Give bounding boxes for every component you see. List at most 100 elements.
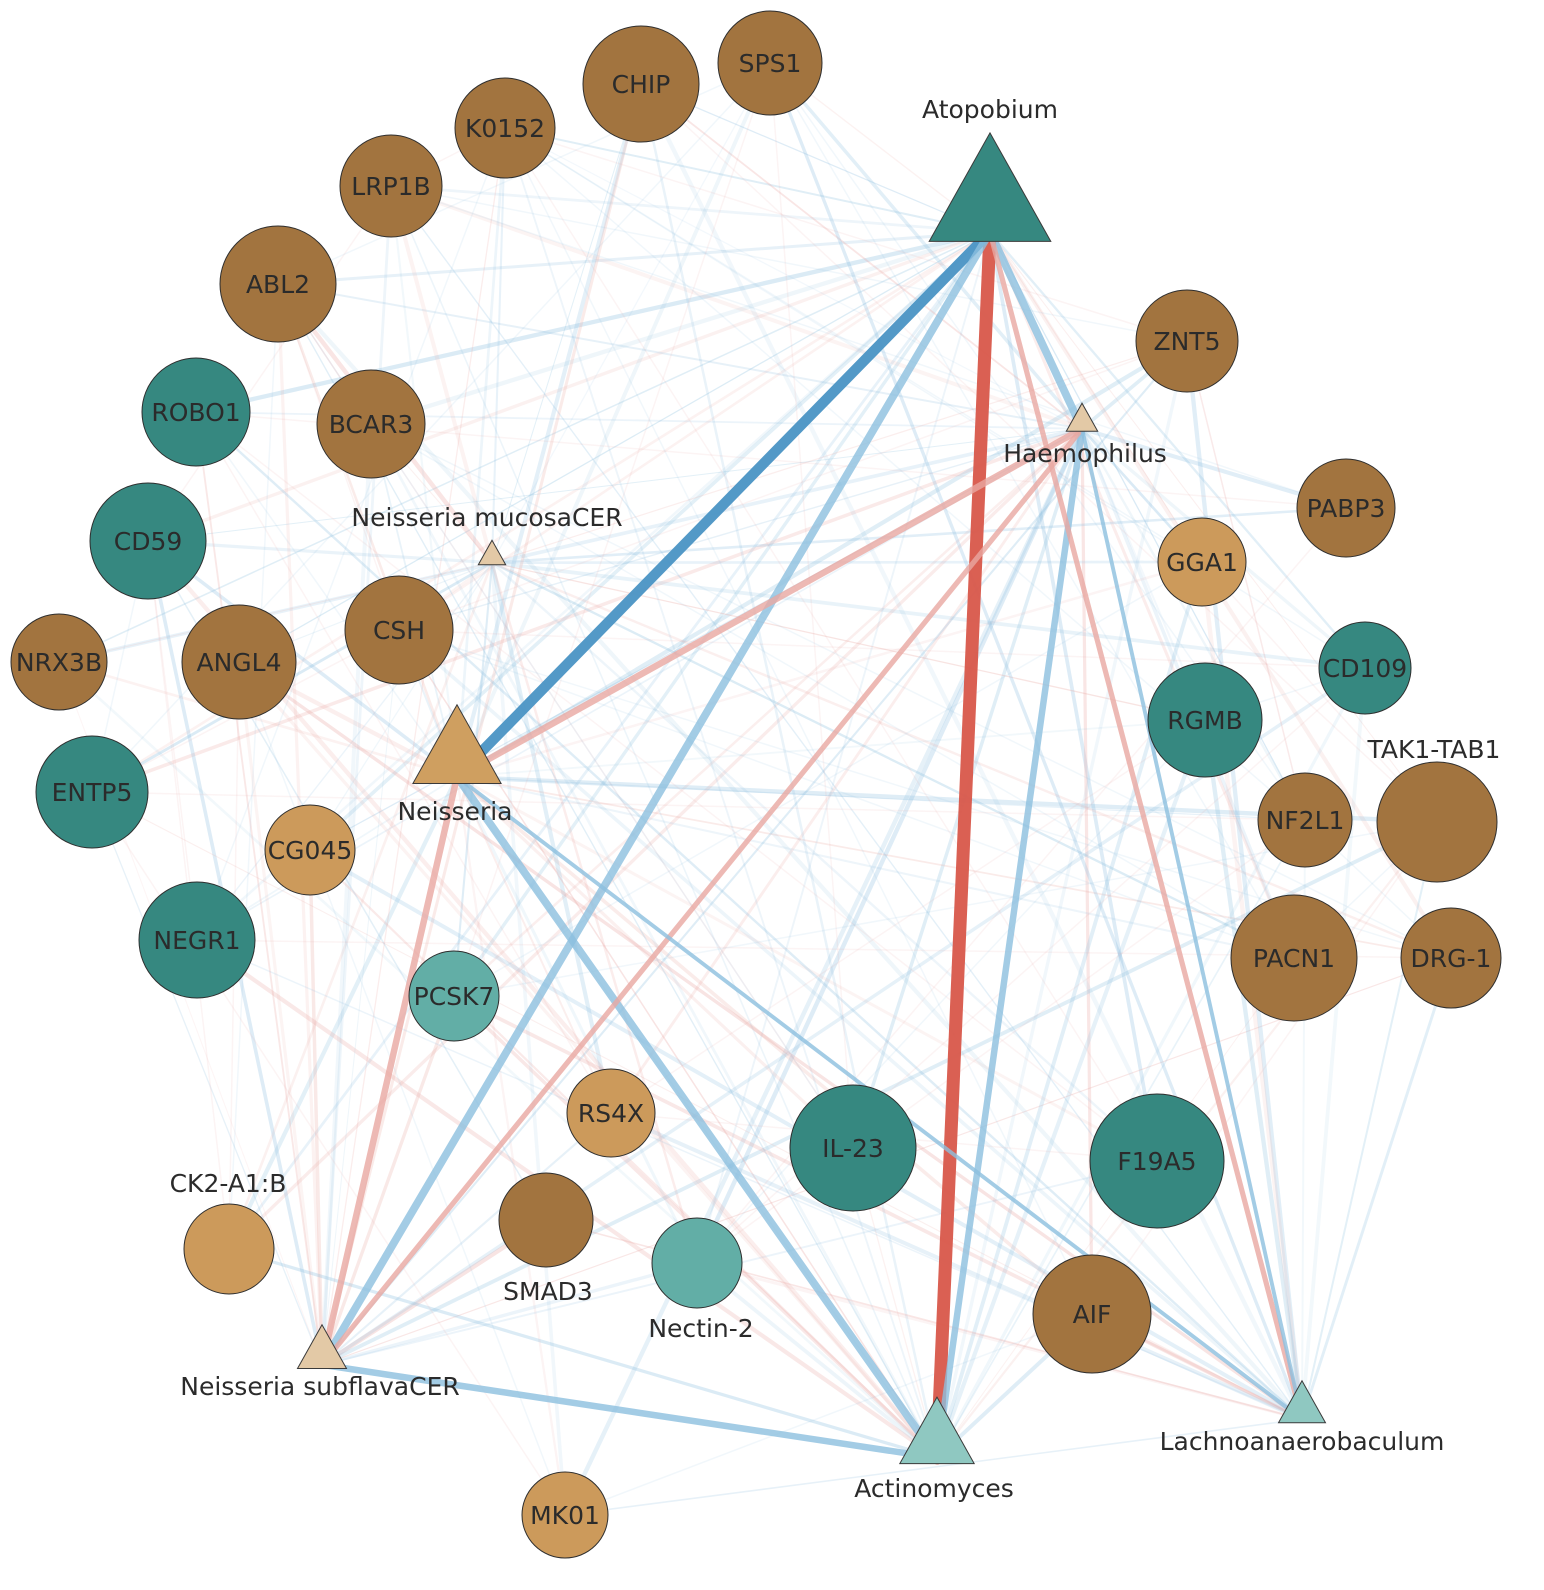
faint-edge-28 (277, 283, 1083, 430)
faint-edge-218 (398, 340, 1188, 631)
label-il-23: IL-23 (822, 1134, 884, 1163)
faint-edge-94 (491, 340, 1188, 564)
node-znt5[interactable] (1135, 289, 1239, 393)
node-labels: Atopobium Haemophilus Neisseria Neisseria m… (16, 49, 1501, 1530)
node-chip[interactable] (582, 25, 700, 143)
faint-edge-38 (227, 427, 1084, 1251)
node-gga1[interactable] (1157, 517, 1247, 607)
faint-edge-65 (456, 775, 1158, 1163)
node-drg-1[interactable] (1400, 907, 1502, 1009)
faint-edge-99 (491, 561, 1295, 960)
node-haemophilus[interactable] (1065, 402, 1099, 432)
node-atopobium[interactable] (928, 131, 1052, 242)
node-pacn1[interactable] (1230, 894, 1358, 1022)
node-neisseria-mucosacer[interactable] (477, 539, 507, 566)
faint-edge-209 (370, 423, 1452, 959)
faint-edge-142 (935, 719, 1207, 1459)
label-mk01: MK01 (530, 1501, 600, 1530)
faint-edge-17 (988, 231, 1159, 1162)
faint-edge-53 (389, 185, 459, 777)
label-smad3: SMAD3 (503, 1277, 593, 1306)
faint-edge-108 (321, 629, 400, 1365)
node-sps1[interactable] (717, 10, 823, 116)
node-angl4[interactable] (181, 604, 297, 720)
faint-edge-223 (196, 127, 506, 941)
node-abl2[interactable] (219, 225, 337, 343)
node-ck2-a1b[interactable] (183, 1203, 275, 1295)
node-entp5[interactable] (35, 735, 149, 849)
faint-edge-176 (564, 1313, 1093, 1516)
node-pabp3[interactable] (1296, 458, 1396, 558)
label-abl2: ABL2 (246, 270, 310, 299)
faint-edge-98 (491, 562, 1206, 721)
node-bcar3[interactable] (316, 369, 426, 479)
node-tak1-tab1[interactable] (1376, 761, 1498, 883)
faint-edge-2 (504, 127, 991, 234)
node-k0152[interactable] (454, 77, 556, 179)
node-neisseria[interactable] (412, 703, 502, 784)
edge-atopobium-haemophilus (986, 228, 1086, 433)
faint-edge-7 (147, 230, 991, 543)
faint-edge-159 (696, 1261, 1303, 1421)
node-cd59[interactable] (89, 482, 207, 600)
label-drg-1: DRG-1 (1411, 944, 1492, 973)
node-f19a5[interactable] (1089, 1093, 1225, 1229)
label-lachnoanaerobaculum: Lachnoanaerobaculum (1160, 1427, 1445, 1456)
node-cd109[interactable] (1318, 621, 1412, 715)
faint-edge-51 (455, 83, 643, 778)
node-il-23[interactable] (789, 1084, 917, 1212)
faint-edge-67 (455, 776, 567, 1516)
node-cg045[interactable] (264, 804, 356, 896)
faint-edge-215 (390, 185, 1347, 509)
faint-edge-33 (91, 427, 1083, 794)
node-neisseria-subflavacer[interactable] (296, 1323, 348, 1369)
faint-edge-27 (390, 184, 1083, 431)
faint-edge-91 (490, 562, 699, 1264)
faint-edge-197 (610, 719, 1206, 1114)
faint-edge-202 (504, 127, 1093, 1315)
edge-haemophilus-lachnoanaerobaculum (1080, 426, 1304, 1422)
label-neisseria: Neisseria (397, 797, 512, 826)
node-robo1[interactable] (141, 357, 251, 467)
node-nectin-2[interactable] (651, 1217, 743, 1309)
faint-edge-68 (455, 339, 1189, 779)
faint-edge-219 (1186, 340, 1306, 821)
faint-edge-58 (58, 660, 458, 779)
faint-edge-30 (147, 428, 1083, 542)
faint-edge-39 (695, 427, 1084, 1264)
faint-edge-61 (456, 776, 612, 1114)
faint-edge-83 (58, 562, 493, 663)
node-nf2l1[interactable] (1257, 772, 1353, 868)
node-rgmb[interactable] (1147, 662, 1263, 778)
faint-edge-78 (389, 185, 494, 564)
faint-edge-166 (1301, 821, 1438, 1420)
faint-edge-86 (309, 562, 493, 851)
node-lrp1b[interactable] (339, 134, 443, 238)
node-csh[interactable] (344, 575, 454, 685)
faint-edge-165 (1202, 719, 1305, 1420)
node-actinomyces[interactable] (898, 1396, 976, 1465)
node-pcsk7[interactable] (408, 950, 500, 1042)
label-znt5: ZNT5 (1153, 327, 1220, 356)
faint-edge-77 (490, 127, 507, 563)
faint-edge-89 (489, 562, 614, 1114)
label-robo1: ROBO1 (151, 398, 240, 427)
faint-edge-206 (228, 283, 279, 1250)
faint-edge-116 (321, 1261, 698, 1367)
node-lachnoanaerobaculum[interactable] (1277, 1379, 1327, 1424)
faint-edge-124 (390, 185, 938, 1459)
node-rs4x[interactable] (566, 1068, 656, 1158)
label-chip: CHIP (612, 70, 671, 99)
node-aif[interactable] (1032, 1254, 1152, 1374)
faint-edge-122 (639, 83, 939, 1459)
node-negr1[interactable] (138, 881, 256, 999)
node-mk01[interactable] (521, 1471, 609, 1559)
node-smad3[interactable] (498, 1172, 594, 1268)
faint-edge-186 (504, 127, 1158, 1162)
edge-neisseria-neisseria-subflavacer (318, 773, 461, 1368)
edge-atopobium-actinomyces (930, 225, 997, 1465)
faint-edge-12 (308, 230, 992, 852)
label-rs4x: RS4X (578, 1099, 644, 1128)
node-nrx3b[interactable] (10, 613, 108, 711)
